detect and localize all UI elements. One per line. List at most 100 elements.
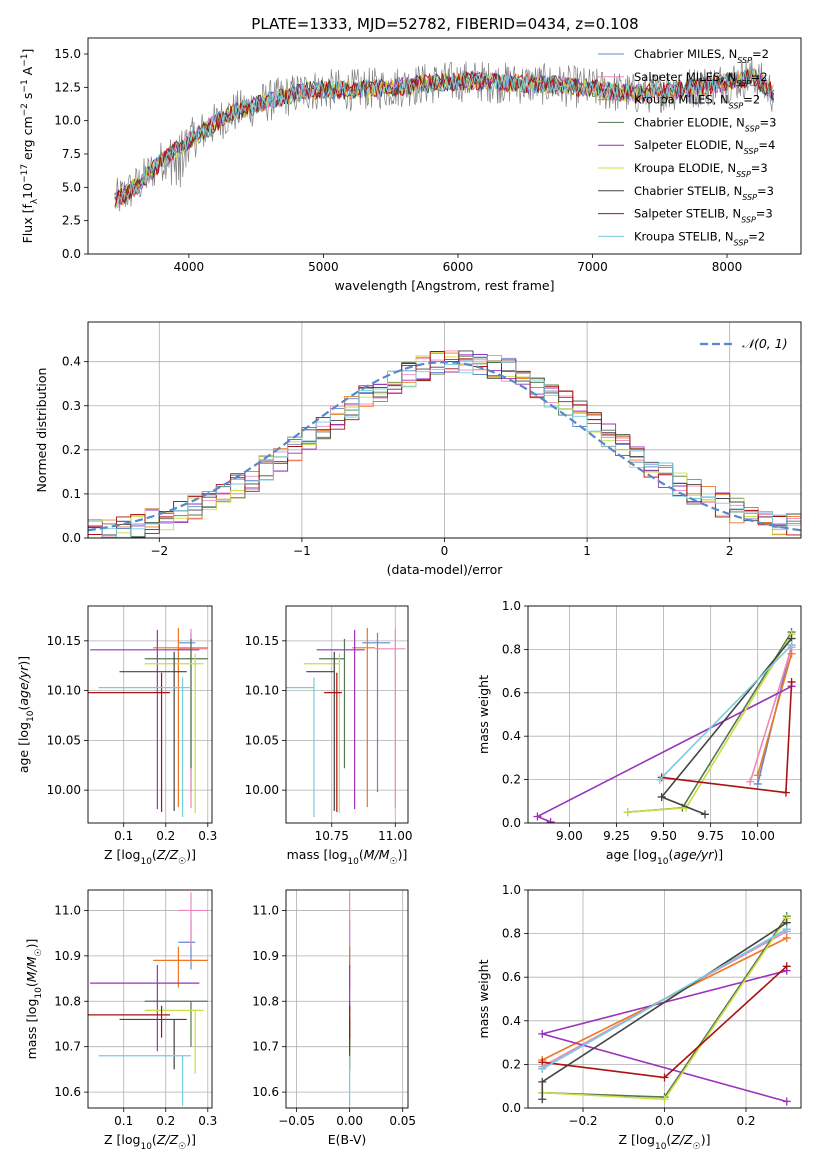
histograms (88, 350, 801, 538)
mass_vs_ebv-xtick-label: −0.05 (278, 1114, 315, 1128)
mass_weight_vs_Z-ytick-label: 0.2 (502, 1057, 521, 1071)
normal-legend-label: 𝒩(0, 1) (742, 336, 788, 351)
mass_weight_vs_age-marker-0 (753, 779, 762, 788)
mass_weight_vs_Z-marker-4 (538, 1029, 547, 1038)
mass_weight_vs_age-xtick-label: 9.25 (603, 829, 630, 843)
mass_vs_Z-ytick-label: 10.6 (54, 1085, 81, 1099)
age_vs_Z-ytick-label: 10.10 (47, 684, 81, 698)
mass_weight_vs_age-marker-7 (781, 788, 790, 797)
age_vs_Z-ytick-label: 10.15 (47, 634, 81, 648)
mass_weight_vs_age-ytick-label: 1.0 (502, 599, 521, 613)
mass_vs_ebv-xtick-label: 0.00 (336, 1114, 363, 1128)
mass_weight_vs_Z-marker-6 (538, 1095, 547, 1104)
legend-label-6: Chabrier STELIB, NSSP=3 (634, 184, 774, 202)
spectrum-lines (114, 57, 775, 212)
mass_weight_vs_Z-ytick-label: 1.0 (502, 883, 521, 897)
age_vs_Z-xtick-label: 0.1 (114, 829, 133, 843)
mass_weight_vs_age-marker-4 (533, 812, 542, 821)
mass_vs_ebv-ytick-label: 10.9 (252, 949, 279, 963)
mass_weight_vs_Z-marker-7 (782, 962, 791, 971)
residuals-xtick-label: 2 (726, 544, 734, 558)
age_vs_mass-xtick-label: 11.00 (378, 829, 412, 843)
mass_weight_vs_age-marker-7 (787, 677, 796, 686)
mass_vs_ebv-ytick-label: 11.0 (252, 903, 279, 917)
panel-residuals: −2 −1 0 1 2 0.0 0.1 0.2 0.3 0.4 (data-model)/error… (34, 321, 802, 577)
panel-age_vs_mass: 10.75 11.00 10.00 10.05 10.10 10.15 mass [log1… (245, 605, 412, 867)
mass_weight_vs_age-ytick-label: 0.6 (502, 686, 521, 700)
axes-frame (527, 889, 802, 1109)
axes-frame (87, 889, 213, 1109)
mass_weight_vs_age-marker-2 (753, 771, 762, 780)
mass_vs_Z-points (88, 892, 208, 1106)
mass_weight_vs_Z-line-8 (541, 928, 788, 1070)
spectrum-ylabel: Flux [fλ10−17 erg cm−2 s−1 A−1] (20, 49, 40, 244)
residuals-ytick-label: 0.4 (62, 355, 81, 369)
panel-mass_weight_vs_age: 9.00 9.25 9.50 9.75 10.00 0.0 0.2 0.4 0.6 0.8 1.0 a… (476, 599, 802, 867)
mass_weight_vs_Z-ytick-label: 0.6 (502, 970, 521, 984)
mass_weight_vs_Z-marker-4 (782, 1097, 791, 1106)
spectrum-xtick-label: 7000 (577, 260, 608, 274)
mass_weight_vs_age-ytick-label: 0.0 (502, 816, 521, 830)
mass_vs_Z-ylabel: mass [log10(M/M☉)] (24, 939, 44, 1060)
residuals-ytick-label: 0.1 (62, 487, 81, 501)
mass_weight_vs_Z-ytick-label: 0.8 (502, 927, 521, 941)
mass_vs_Z-ytick-label: 10.7 (54, 1040, 81, 1054)
mass_weight_vs_Z-xtick-label: −0.2 (568, 1114, 597, 1128)
mass_vs_Z-ytick-label: 10.8 (54, 994, 81, 1008)
mass_weight_vs_age-xtick-label: 10.00 (741, 829, 775, 843)
age_vs_mass-points (286, 627, 406, 818)
legend-label-3: Chabrier ELODIE, NSSP=3 (634, 115, 776, 132)
mass_vs_Z-xtick-label: 0.2 (156, 1114, 175, 1128)
mass_vs_Z-xlabel: Z [log10(Z/Z☉)] (104, 1132, 196, 1152)
mass_weight_vs_age-marker-1 (746, 777, 755, 786)
axes-frame (285, 605, 409, 824)
figure-title: PLATE=1333, MJD=52782, FIBERID=0434, z=0… (251, 15, 638, 33)
mass_weight_vs_age-marker-6 (657, 792, 666, 801)
mass_weight_vs_Z-ytick-label: 0.0 (502, 1101, 521, 1115)
mass_vs_ebv-ytick-label: 10.7 (252, 1040, 279, 1054)
age_vs_Z-ytick-label: 10.00 (47, 783, 81, 797)
mass_weight_vs_Z-marker-8 (538, 1064, 547, 1073)
residuals-xtick-label: 1 (583, 544, 591, 558)
mass_weight_vs_Z-series (538, 912, 791, 1106)
legend-label-7: Salpeter STELIB, NSSP=3 (634, 207, 773, 225)
panel-mass_weight_vs_Z: −0.2 0.0 0.2 0.0 0.2 0.4 0.6 0.8 1.0 Z [log10(Z/Z… (476, 883, 802, 1152)
legend-label-0: Chabrier MILES, NSSP=2 (634, 47, 769, 65)
model-spectrum-8 (114, 69, 774, 209)
mass_weight_vs_age-marker-2 (787, 649, 796, 658)
age_vs_Z-points (88, 627, 208, 818)
mass_weight_vs_age-line-3 (627, 631, 793, 813)
mass_vs_Z-ytick-label: 11.0 (54, 903, 81, 917)
mass_weight_vs_Z-marker-5 (660, 1095, 669, 1104)
mass_vs_ebv-ytick-label: 10.8 (252, 994, 279, 1008)
mass_vs_Z-xtick-label: 0.1 (114, 1114, 133, 1128)
residuals-xlabel: (data-model)/error (387, 562, 504, 577)
residuals-ytick-label: 0.0 (62, 531, 81, 545)
mass_weight_vs_Z-xlabel: Z [log10(Z/Z☉)] (619, 1132, 711, 1152)
mass_vs_Z-xtick-label: 0.3 (198, 1114, 217, 1128)
mass_weight_vs_age-ytick-label: 0.2 (502, 773, 521, 787)
axes-frame (87, 321, 802, 539)
mass_weight_vs_Z-ylabel: mass weight (476, 959, 491, 1038)
mass_weight_vs_age-marker-6 (700, 810, 709, 819)
spectrum-xtick-label: 5000 (308, 260, 339, 274)
spectrum-xtick-label: 6000 (443, 260, 474, 274)
mass_weight_vs_age-line-1 (749, 646, 793, 783)
mass_vs_Z-ytick-label: 10.9 (54, 949, 81, 963)
mass_weight_vs_Z-marker-7 (660, 1073, 669, 1082)
mass_weight_vs_age-line-5 (627, 633, 793, 813)
mass_weight_vs_age-marker-8 (787, 641, 796, 650)
mass_weight_vs_age-marker-5 (623, 808, 632, 817)
mass_weight_vs_Z-marker-8 (782, 925, 791, 934)
age_vs_Z-xtick-label: 0.2 (156, 829, 175, 843)
panel-mass_vs_ebv: −0.05 0.00 0.05 10.6 10.7 10.8 10.9 11.0 E(B-V) (252, 889, 416, 1147)
age_vs_Z-xtick-label: 0.3 (198, 829, 217, 843)
mass_weight_vs_age-line-8 (659, 644, 793, 781)
age_vs_mass-ytick-label: 10.10 (245, 684, 279, 698)
mass_weight_vs_age-xlabel: age [log10(age/yr)] (606, 847, 723, 867)
mass_weight_vs_age-marker-8 (655, 775, 664, 784)
spectrum-ytick-label: 15.0 (54, 47, 81, 61)
age_vs_Z-ylabel: age [log10(age/yr)] (16, 656, 36, 773)
spectrum-ytick-label: 0.0 (62, 247, 81, 261)
